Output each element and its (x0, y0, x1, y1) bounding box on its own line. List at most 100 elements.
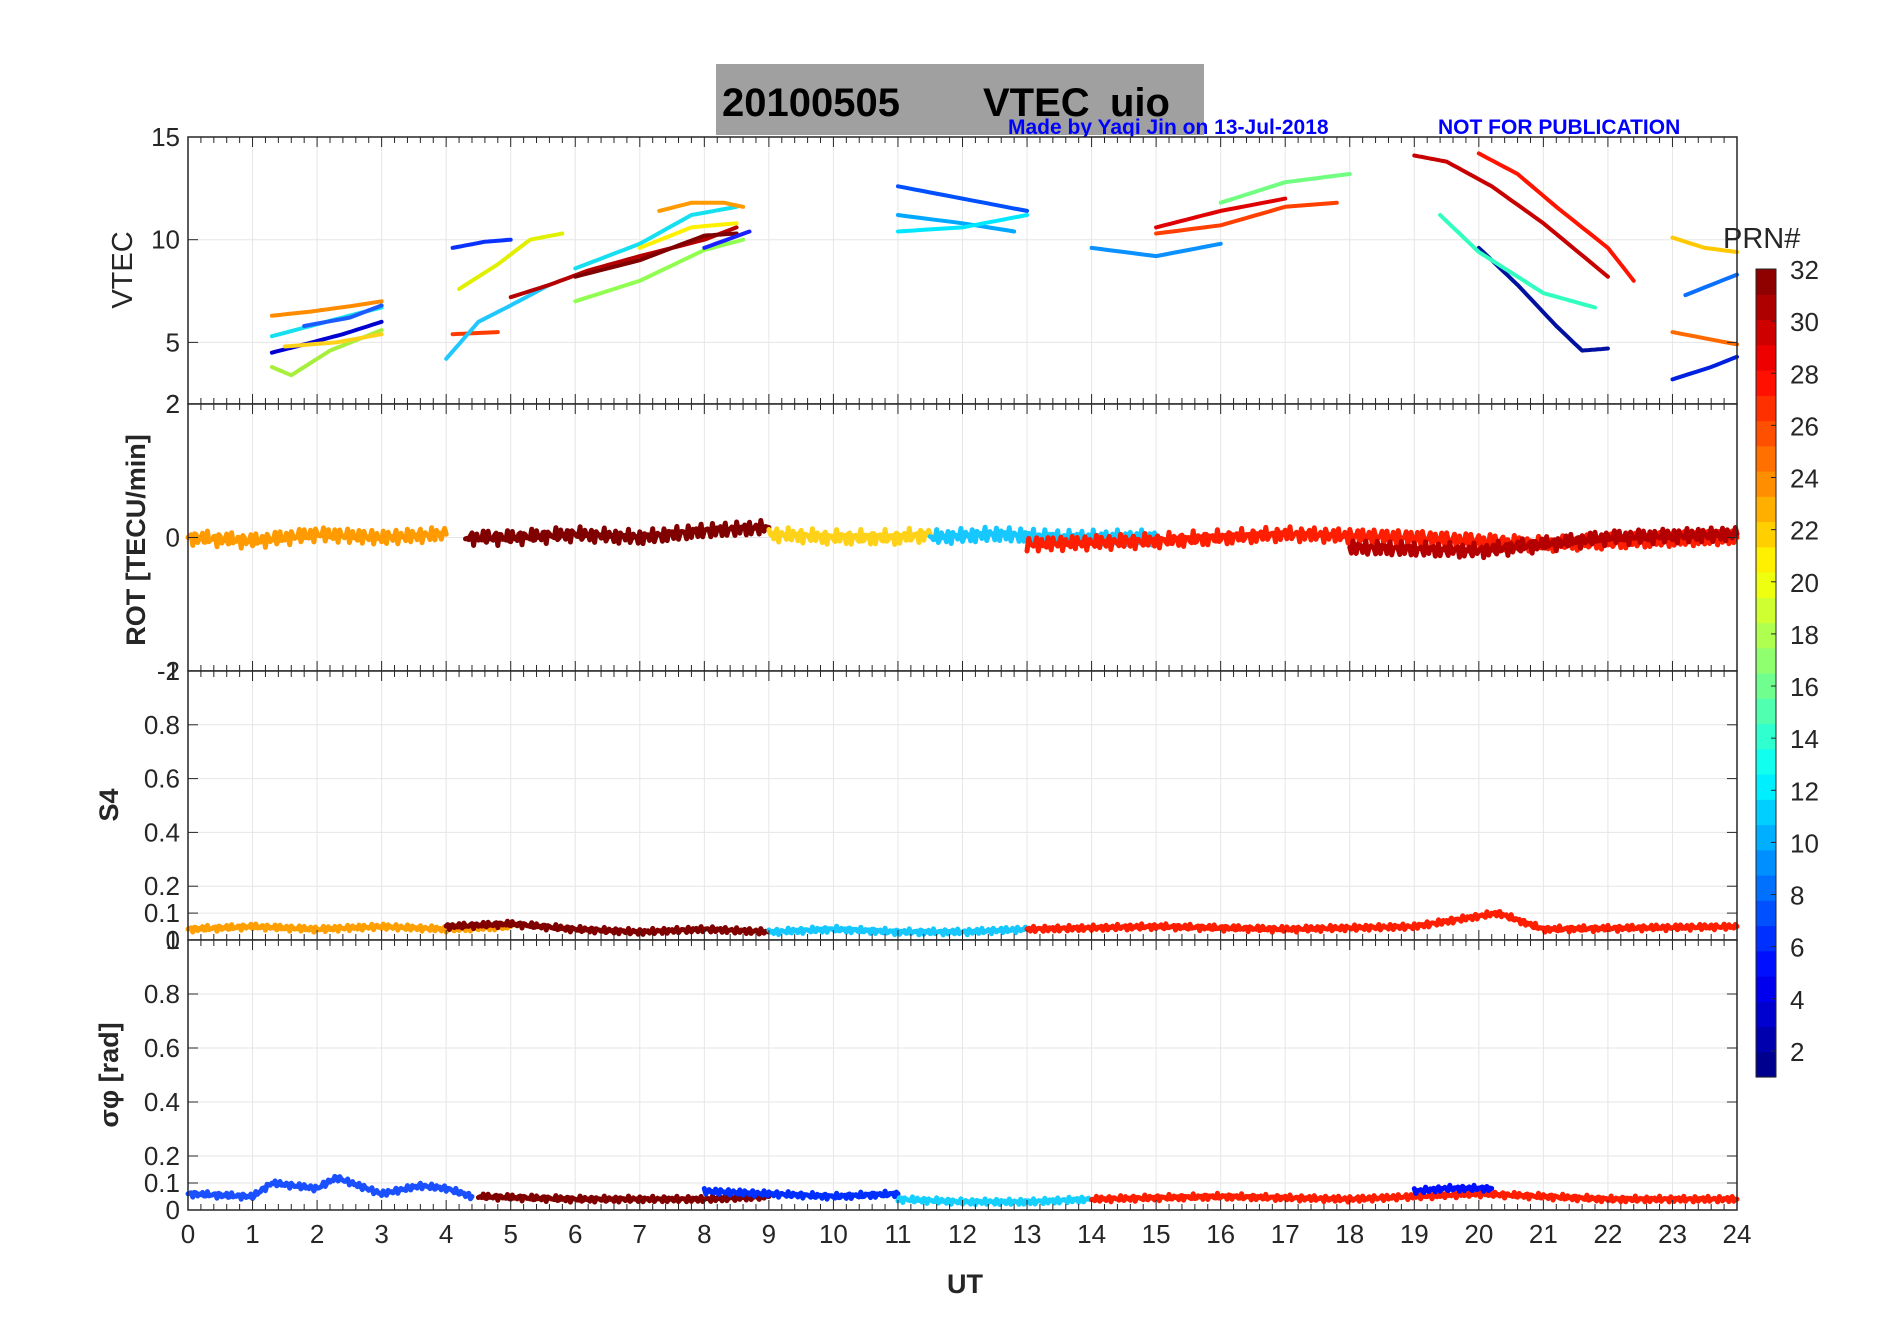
vtec-series (896, 184, 1029, 213)
vtec-series (444, 282, 552, 361)
s4-ytick-label: 0.4 (144, 817, 180, 847)
vtec-series (896, 213, 1017, 234)
colorbar-swatch (1756, 875, 1776, 901)
colorbar-swatch (1756, 647, 1776, 674)
vtec-series (302, 303, 384, 328)
colorbar-swatch (1756, 319, 1776, 346)
colorbar-swatch (1756, 572, 1776, 598)
colorbar-tick-label: 6 (1790, 933, 1804, 963)
sigma-ytick-label: 0 (166, 1195, 180, 1225)
sigma-phi-panel: 00.10.20.40.60.810 1 2 3 4 5 6 7 8 9 10 11 12 13 14 15 1… (144, 925, 1752, 1249)
vtec-ylabel: VTEC (107, 231, 139, 308)
vtec-series (1438, 213, 1597, 310)
s4-ytick-label: 0 (166, 925, 180, 955)
rot-ytick-label: 2 (166, 389, 180, 419)
vtec-series (282, 332, 384, 349)
colorbar-swatch (1756, 445, 1776, 472)
sigma-series (895, 1194, 1095, 1208)
s4-ytick-label: 0.2 (144, 871, 180, 901)
vtec-series (1218, 172, 1352, 205)
x-tick-label: 9 (762, 1219, 776, 1249)
x-tick-label: 14 (1077, 1219, 1106, 1249)
sigma-ytick-label: 0.6 (144, 1033, 180, 1063)
vtec-series (1670, 235, 1739, 254)
title-station: uio (1110, 81, 1170, 125)
colorbar-swatch (1756, 900, 1776, 927)
colorbar-tick-label: 8 (1790, 881, 1804, 911)
rot-series (185, 525, 449, 551)
x-tick-label: 22 (1593, 1219, 1622, 1249)
vtec-ytick-label: 5 (166, 327, 180, 357)
colorbar-tick-label: 30 (1790, 307, 1819, 337)
vtec-series (1476, 245, 1610, 353)
colorbar-swatch (1756, 799, 1776, 826)
vtec-series (450, 237, 513, 250)
title-background (716, 64, 1204, 135)
colorbar-tick-label: 14 (1790, 724, 1819, 754)
x-tick-label: 16 (1206, 1219, 1235, 1249)
vtec-series (457, 231, 565, 291)
vtec-ytick-label: 15 (151, 122, 180, 152)
rot-ylabel: ROT [TECU/min] (121, 434, 151, 645)
vtec-series (573, 237, 746, 304)
colorbar-tick-label: 32 (1790, 255, 1819, 285)
colorbar-swatch (1756, 950, 1776, 977)
colorbar-swatch (1756, 420, 1776, 447)
rot-series (766, 525, 933, 547)
vtec-series (1412, 153, 1610, 279)
s4-ylabel-text: S4 (94, 788, 124, 821)
vtec-series (1154, 200, 1339, 236)
sigma-series (475, 1191, 772, 1205)
sigma-ytick-label: 1 (166, 925, 180, 955)
s4-series (443, 918, 772, 937)
x-axis-label: UT (947, 1269, 983, 1299)
sigma-series (1411, 1182, 1495, 1196)
s4-series (1024, 909, 1740, 935)
colorbar-swatch (1756, 597, 1776, 624)
colorbar-swatch (1756, 774, 1776, 800)
rot-series (1347, 525, 1740, 561)
sigma-ytick-label: 0.1 (144, 1168, 180, 1198)
vtec-series (896, 213, 1029, 234)
colorbar-swatch (1756, 1026, 1776, 1053)
x-tick-label: 10 (819, 1219, 848, 1249)
x-tick-label: 7 (633, 1219, 647, 1249)
sigma-ylabel-text: σφ [rad] (94, 1022, 124, 1127)
x-tick-label: 1 (245, 1219, 259, 1249)
x-tick-label: 8 (697, 1219, 711, 1249)
vtec-series (269, 319, 384, 355)
sigma-ytick-label: 0.8 (144, 979, 180, 1009)
disclaimer-note: NOT FOR PUBLICATION (1438, 116, 1680, 139)
sigma-ytick-label: 0.2 (144, 1141, 180, 1171)
colorbar-swatch (1756, 370, 1776, 396)
colorbar-swatch (1756, 748, 1776, 775)
colorbar-tick-label: 2 (1790, 1037, 1804, 1067)
colorbar-swatch (1756, 622, 1776, 649)
x-tick-label: 11 (884, 1219, 911, 1249)
colorbar-tick-label: 16 (1790, 672, 1819, 702)
colorbar-swatch (1756, 925, 1776, 952)
s4-ylabel: S4 (94, 788, 124, 821)
s4-ytick-label: 0.1 (144, 898, 180, 928)
x-tick-label: 19 (1400, 1219, 1429, 1249)
rot-ytick-label: -2 (157, 656, 180, 686)
colorbar-frame (1755, 268, 1777, 1078)
colorbar-swatch (1756, 824, 1776, 851)
colorbar-swatch (1756, 471, 1776, 497)
colorbar-swatch (1756, 673, 1776, 699)
vtec-series (573, 231, 739, 279)
colorbar-swatch (1756, 849, 1776, 876)
vtec-series (1089, 241, 1223, 259)
colorbar-label: PRN# (1723, 223, 1800, 255)
vtec-series (1670, 330, 1739, 347)
s4-ytick-label: 0.8 (144, 710, 180, 740)
s4-ytick-label: 0.6 (144, 764, 180, 794)
sigma-series (701, 1186, 901, 1202)
colorbar-swatch (1756, 395, 1776, 422)
rot-ytick-label: 0 (166, 523, 180, 553)
colorbar-swatch (1756, 976, 1776, 1002)
colorbar-swatch (1756, 723, 1776, 750)
s4-ytick-label: 1 (166, 656, 180, 686)
